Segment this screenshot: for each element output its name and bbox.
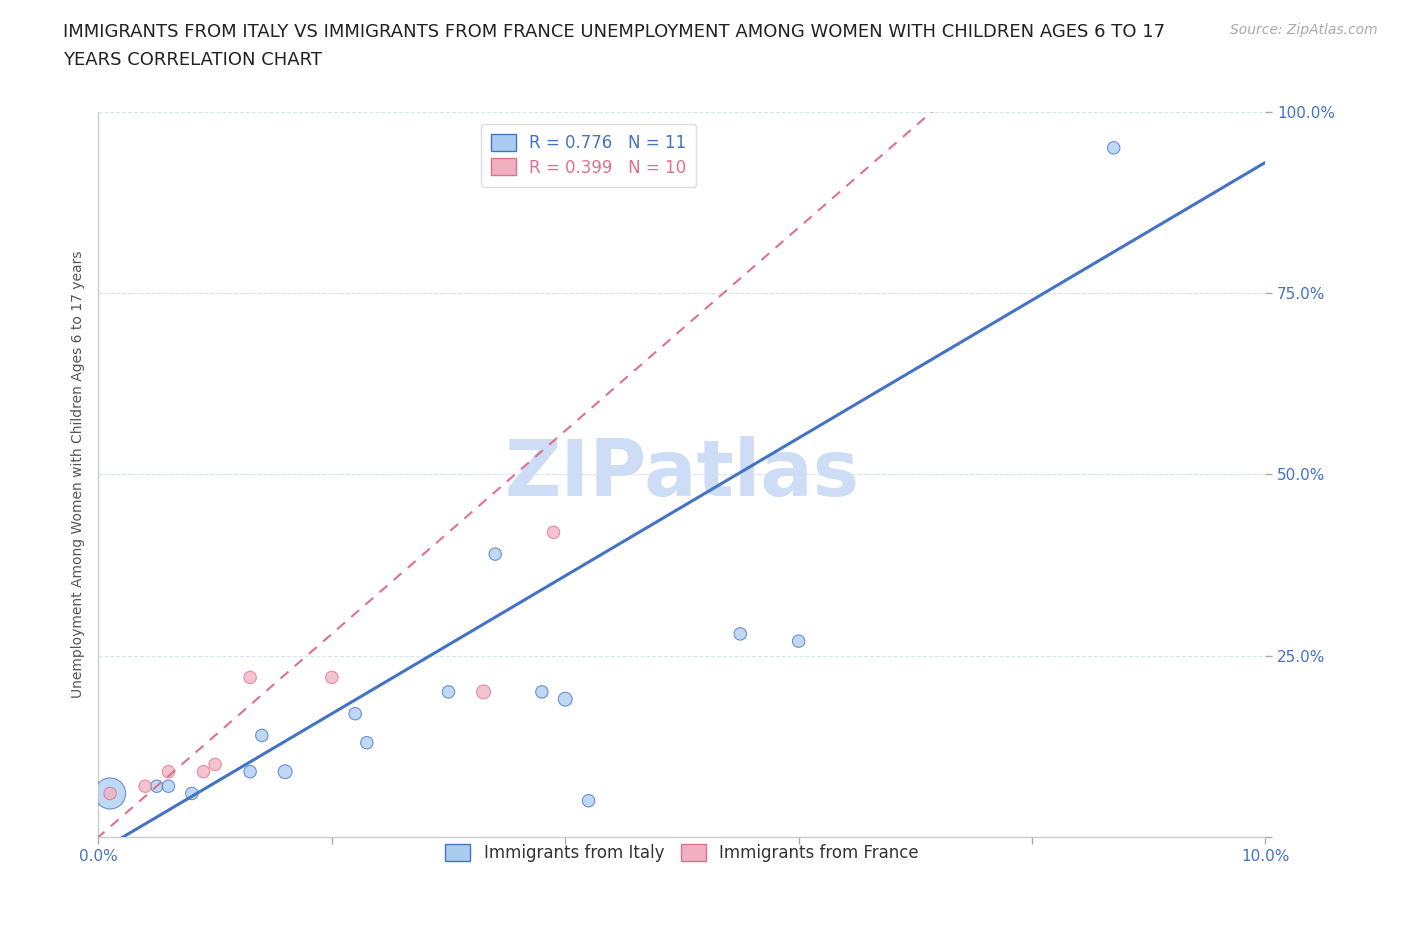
Point bbox=[204, 757, 226, 772]
Point bbox=[543, 525, 565, 539]
Point bbox=[239, 764, 262, 779]
Point bbox=[600, 140, 623, 155]
Point bbox=[239, 670, 262, 684]
Point bbox=[250, 728, 273, 743]
Point bbox=[356, 736, 378, 751]
Point bbox=[530, 684, 553, 699]
Point bbox=[437, 684, 460, 699]
Point bbox=[157, 764, 180, 779]
Point bbox=[578, 793, 600, 808]
Point bbox=[730, 627, 752, 642]
Text: Source: ZipAtlas.com: Source: ZipAtlas.com bbox=[1230, 23, 1378, 37]
Point bbox=[134, 778, 156, 793]
Text: IMMIGRANTS FROM ITALY VS IMMIGRANTS FROM FRANCE UNEMPLOYMENT AMONG WOMEN WITH CH: IMMIGRANTS FROM ITALY VS IMMIGRANTS FROM… bbox=[63, 23, 1166, 41]
Point bbox=[274, 764, 297, 779]
Point bbox=[484, 547, 506, 562]
Point bbox=[98, 786, 121, 801]
Point bbox=[157, 778, 180, 793]
Point bbox=[554, 692, 576, 707]
Point bbox=[344, 706, 367, 721]
Point bbox=[146, 778, 169, 793]
Text: ZIPatlas: ZIPatlas bbox=[505, 436, 859, 512]
Point bbox=[787, 633, 810, 648]
Legend: Immigrants from Italy, Immigrants from France: Immigrants from Italy, Immigrants from F… bbox=[436, 834, 928, 872]
Point bbox=[98, 786, 121, 801]
Point bbox=[193, 764, 215, 779]
Point bbox=[472, 684, 495, 699]
Point bbox=[321, 670, 343, 684]
Point bbox=[1102, 140, 1125, 155]
Text: YEARS CORRELATION CHART: YEARS CORRELATION CHART bbox=[63, 51, 322, 69]
Point bbox=[180, 786, 202, 801]
Y-axis label: Unemployment Among Women with Children Ages 6 to 17 years: Unemployment Among Women with Children A… bbox=[70, 250, 84, 698]
